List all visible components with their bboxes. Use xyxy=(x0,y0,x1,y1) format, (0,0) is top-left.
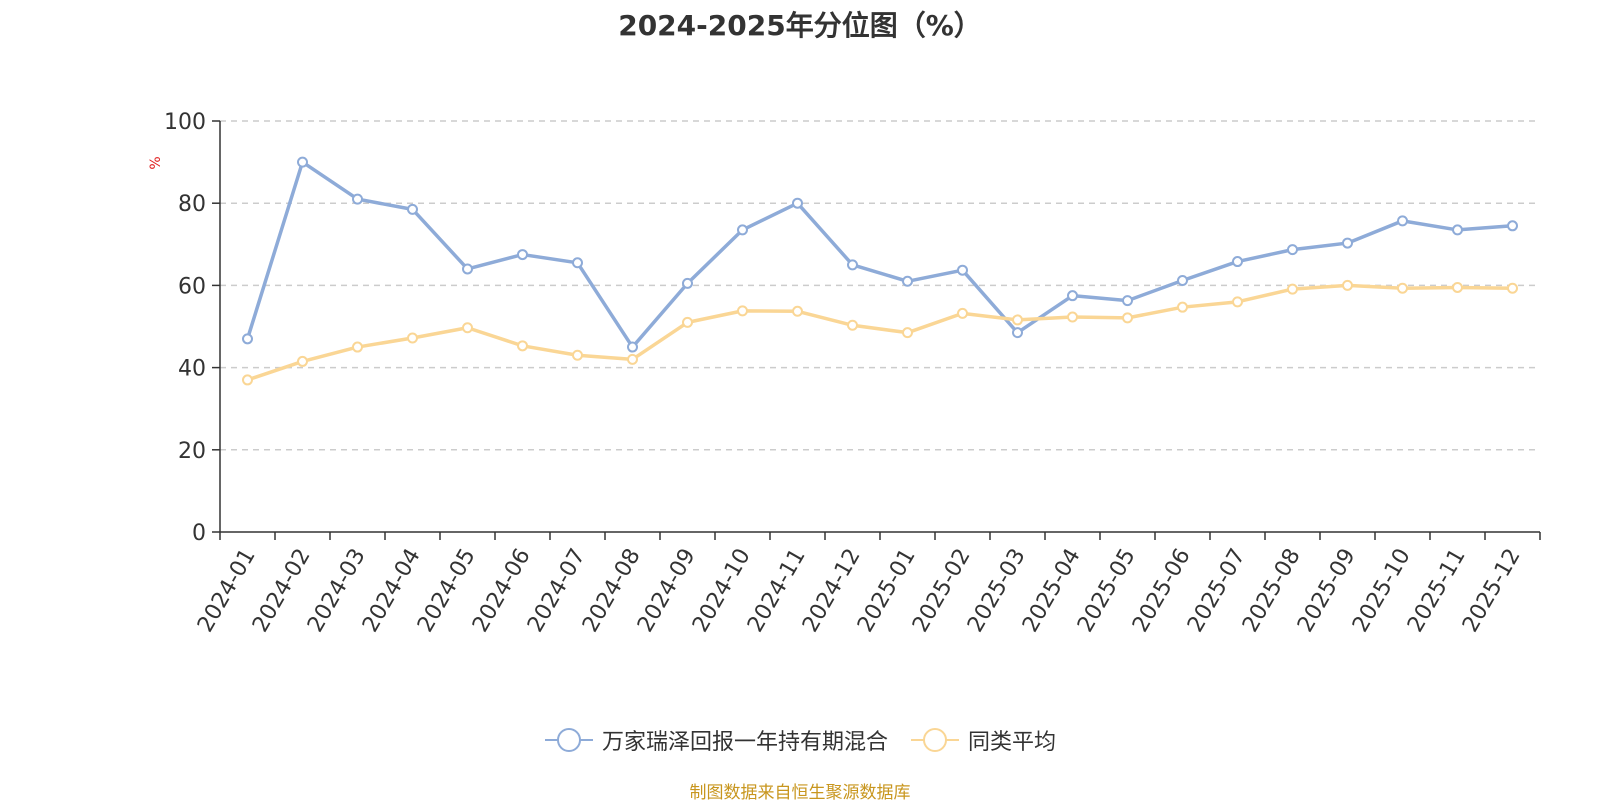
data-point[interactable] xyxy=(1452,281,1463,293)
axes: 0204060801002024-012024-022024-032024-04… xyxy=(164,110,1541,637)
series-1 xyxy=(242,279,1518,386)
legend-item-1[interactable]: 同类平均 xyxy=(910,724,1056,756)
y-tick-label: 100 xyxy=(164,110,206,135)
data-point[interactable] xyxy=(1177,274,1188,286)
data-point[interactable] xyxy=(517,249,528,261)
data-point[interactable] xyxy=(1507,282,1518,294)
data-point[interactable] xyxy=(1287,283,1298,295)
data-point[interactable] xyxy=(352,341,363,353)
data-point[interactable] xyxy=(1122,295,1133,307)
data-point[interactable] xyxy=(1012,314,1023,326)
data-point[interactable] xyxy=(737,224,748,236)
data-point[interactable] xyxy=(1232,296,1243,308)
data-point[interactable] xyxy=(1342,237,1353,249)
data-point[interactable] xyxy=(1067,311,1078,323)
data-point[interactable] xyxy=(1397,282,1408,294)
data-point[interactable] xyxy=(1507,220,1518,232)
data-point[interactable] xyxy=(847,259,858,271)
data-point[interactable] xyxy=(902,327,913,339)
data-point[interactable] xyxy=(1232,256,1243,268)
data-point[interactable] xyxy=(1452,224,1463,236)
legend-marker-icon xyxy=(544,728,593,752)
grid-lines xyxy=(220,120,1540,451)
data-point[interactable] xyxy=(462,322,473,334)
data-point[interactable] xyxy=(1012,327,1023,339)
data-point[interactable] xyxy=(407,332,418,344)
data-point[interactable] xyxy=(1342,279,1353,291)
legend-label: 万家瑞泽回报一年持有期混合 xyxy=(601,730,888,755)
data-point[interactable] xyxy=(902,275,913,287)
y-tick-label: 80 xyxy=(178,192,206,217)
data-point[interactable] xyxy=(462,263,473,275)
data-point[interactable] xyxy=(627,341,638,353)
legend-marker-icon xyxy=(911,728,959,752)
data-point[interactable] xyxy=(792,305,803,317)
legend: 万家瑞泽回报一年持有期混合 同类平均 xyxy=(0,724,1600,756)
data-point[interactable] xyxy=(242,333,253,345)
data-point[interactable] xyxy=(957,264,968,276)
series-0 xyxy=(242,156,1518,353)
series-lines xyxy=(242,156,1518,386)
chart-title: 2024-2025年分位图（%） xyxy=(618,9,982,42)
y-tick-label: 20 xyxy=(178,439,206,464)
data-point[interactable] xyxy=(352,193,363,205)
y-tick-label: 40 xyxy=(178,357,206,382)
source-note: 制图数据来自恒生聚源数据库 xyxy=(689,783,911,803)
data-point[interactable] xyxy=(517,340,528,352)
data-point[interactable] xyxy=(297,355,308,367)
data-point[interactable] xyxy=(1287,244,1298,256)
y-tick-label: 60 xyxy=(178,274,206,299)
series-line-0 xyxy=(245,160,1513,349)
data-point[interactable] xyxy=(1122,312,1133,324)
data-point[interactable] xyxy=(407,203,418,215)
data-point[interactable] xyxy=(737,305,748,317)
data-point[interactable] xyxy=(297,156,308,168)
data-point[interactable] xyxy=(847,319,858,331)
data-point[interactable] xyxy=(1397,215,1408,227)
series-line-1 xyxy=(246,283,1513,382)
data-point[interactable] xyxy=(682,277,693,289)
data-point[interactable] xyxy=(627,353,638,365)
data-point[interactable] xyxy=(957,307,968,319)
data-point[interactable] xyxy=(242,374,253,386)
data-point[interactable] xyxy=(572,257,583,269)
legend-item-0[interactable]: 万家瑞泽回报一年持有期混合 xyxy=(544,724,888,756)
data-point[interactable] xyxy=(792,197,803,209)
data-point[interactable] xyxy=(1177,301,1188,313)
data-point[interactable] xyxy=(572,349,583,361)
data-point[interactable] xyxy=(1067,290,1078,302)
data-point[interactable] xyxy=(682,316,693,328)
y-tick-label: 0 xyxy=(192,521,206,546)
legend-label: 同类平均 xyxy=(968,730,1057,755)
y-axis-label: % xyxy=(148,156,164,169)
